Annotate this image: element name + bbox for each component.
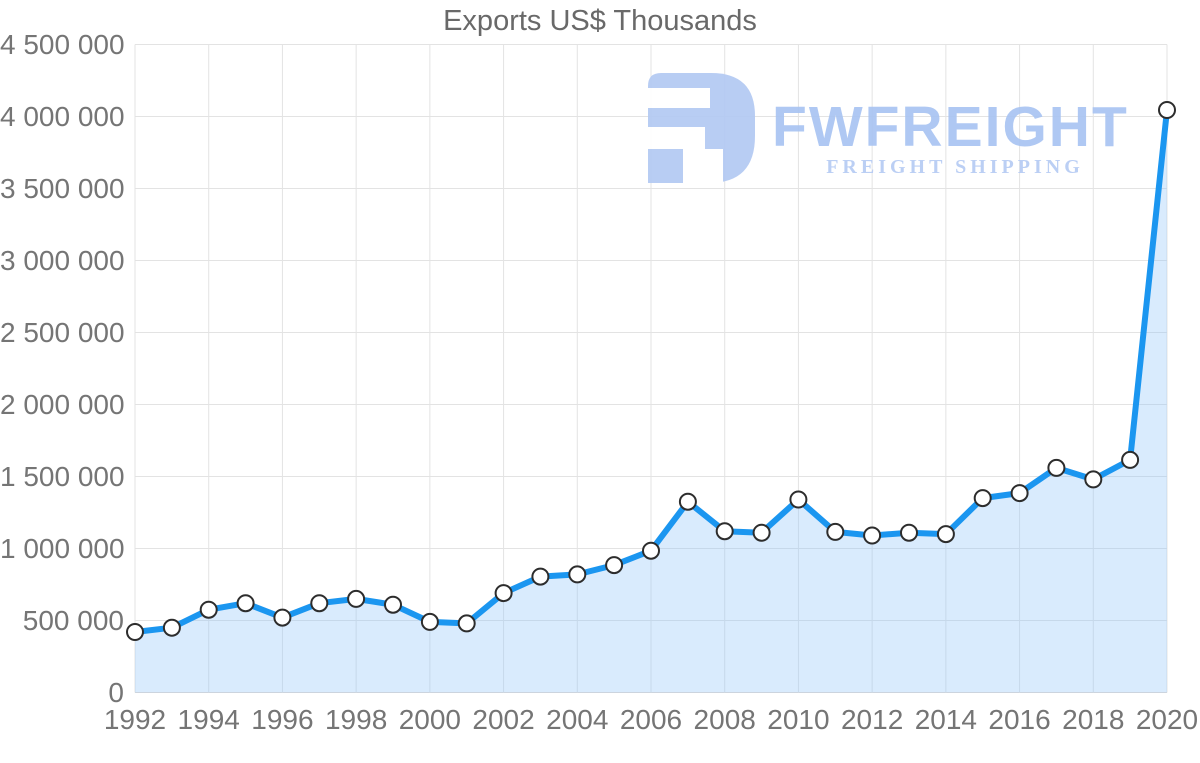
watermark-brand-text: FWFREIGHT <box>772 95 1129 159</box>
data-point-marker <box>531 567 550 586</box>
x-tick-label: 1992 <box>103 704 167 735</box>
x-tick-label: 2018 <box>1062 704 1125 735</box>
x-tick-label: 1994 <box>177 704 240 735</box>
x-tick-label: 2002 <box>472 704 535 735</box>
x-tick-label: 2012 <box>840 704 904 735</box>
data-point-marker <box>936 525 955 544</box>
x-tick-label: 2008 <box>693 704 756 735</box>
x-tick-label: 2014 <box>914 704 977 735</box>
y-tick-label: 1 500 000 <box>0 460 125 492</box>
data-point-marker <box>826 522 845 541</box>
y-tick-label: 4 000 000 <box>0 100 125 132</box>
data-point-marker <box>494 584 513 603</box>
x-tick-label: 2004 <box>546 704 609 735</box>
data-point-marker <box>1158 101 1176 119</box>
data-point-marker <box>900 523 918 542</box>
y-tick-label: 2 000 000 <box>0 388 125 420</box>
data-point-marker <box>973 489 992 508</box>
x-tick-label: 1996 <box>251 704 314 735</box>
data-point-marker <box>457 614 476 633</box>
data-point-marker <box>1010 484 1029 503</box>
data-point-marker <box>420 612 439 631</box>
fwfreight-watermark: FWFREIGHT FREIGHT SHIPPING <box>648 73 1158 185</box>
y-tick-label: 3 000 000 <box>0 244 125 276</box>
y-tick-label: 1 000 000 <box>0 532 125 564</box>
data-point-marker <box>199 600 218 619</box>
data-point-marker <box>715 522 734 541</box>
data-point-marker <box>1084 470 1103 489</box>
x-tick-label: 2000 <box>398 704 461 735</box>
watermark-tagline-text: FREIGHT SHIPPING <box>826 156 1084 178</box>
x-tick-label: 2020 <box>1135 704 1199 735</box>
data-point-marker <box>273 608 292 627</box>
data-point-marker <box>310 594 329 613</box>
y-tick-label: 3 500 000 <box>0 172 125 204</box>
data-point-marker <box>236 594 255 613</box>
data-point-marker <box>568 565 587 584</box>
series-area-fill <box>135 110 1167 693</box>
x-tick-label: 2006 <box>619 704 683 735</box>
fwfreight-logo-icon <box>648 73 755 183</box>
data-point-marker <box>162 618 181 637</box>
data-point-marker <box>1047 458 1066 477</box>
data-point-marker <box>347 589 366 608</box>
x-tick-label: 2016 <box>988 704 1051 735</box>
chart-title: Exports US$ Thousands <box>443 5 757 37</box>
x-tick-label: 2010 <box>767 704 830 735</box>
data-point-marker <box>126 623 144 641</box>
y-tick-label: 4 500 000 <box>0 28 125 60</box>
data-point-marker <box>678 492 697 511</box>
data-point-marker <box>605 556 624 575</box>
y-tick-label: 500 000 <box>22 604 124 636</box>
data-point-marker <box>863 526 882 545</box>
data-point-marker <box>789 490 808 509</box>
data-point-marker <box>752 523 771 542</box>
y-tick-label: 0 <box>108 676 124 708</box>
data-point-marker <box>1121 450 1140 469</box>
y-tick-label: 2 500 000 <box>0 316 125 348</box>
data-point-marker <box>384 595 402 614</box>
x-tick-label: 1998 <box>324 704 388 735</box>
data-point-marker <box>642 541 660 560</box>
